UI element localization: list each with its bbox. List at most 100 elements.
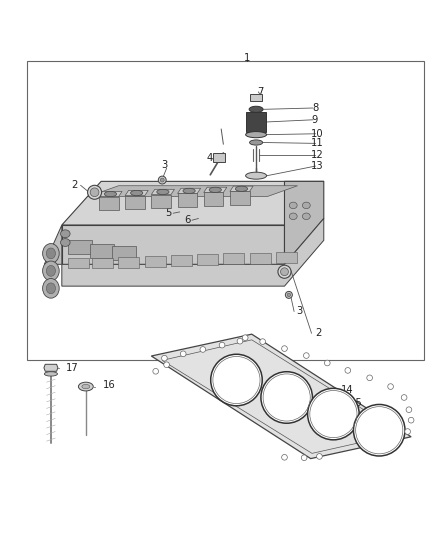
Ellipse shape (164, 362, 170, 368)
Polygon shape (62, 219, 324, 286)
Text: 8: 8 (312, 103, 318, 113)
Ellipse shape (78, 382, 93, 391)
Ellipse shape (90, 188, 99, 197)
Polygon shape (285, 181, 324, 264)
Ellipse shape (304, 353, 309, 358)
Ellipse shape (219, 342, 225, 348)
Ellipse shape (162, 356, 167, 361)
Polygon shape (151, 334, 411, 458)
Polygon shape (125, 190, 148, 196)
Text: 12: 12 (311, 150, 324, 160)
Ellipse shape (183, 188, 195, 193)
Ellipse shape (46, 265, 56, 276)
Polygon shape (151, 195, 171, 208)
Ellipse shape (401, 394, 407, 400)
Ellipse shape (235, 186, 247, 191)
Bar (197, 254, 218, 265)
Ellipse shape (42, 244, 59, 263)
Text: 2: 2 (71, 180, 77, 190)
Ellipse shape (82, 384, 90, 389)
Bar (68, 240, 92, 254)
Polygon shape (151, 189, 174, 195)
Text: 7: 7 (257, 87, 264, 97)
Ellipse shape (60, 230, 70, 238)
FancyBboxPatch shape (246, 112, 266, 133)
Ellipse shape (301, 455, 307, 461)
Bar (276, 252, 297, 263)
Bar (250, 253, 271, 264)
Ellipse shape (353, 405, 405, 456)
Polygon shape (230, 191, 250, 205)
Text: 16: 16 (103, 380, 116, 390)
Polygon shape (99, 191, 122, 197)
Ellipse shape (237, 338, 243, 344)
FancyBboxPatch shape (250, 94, 262, 101)
Text: 3: 3 (161, 160, 167, 170)
Bar (223, 253, 244, 264)
Ellipse shape (42, 261, 59, 281)
Polygon shape (62, 225, 285, 264)
Ellipse shape (281, 268, 288, 276)
Polygon shape (204, 192, 223, 206)
Ellipse shape (302, 213, 310, 220)
Ellipse shape (209, 187, 221, 192)
Text: 10: 10 (311, 129, 324, 139)
Ellipse shape (405, 429, 410, 434)
Ellipse shape (104, 191, 117, 197)
Polygon shape (230, 186, 253, 191)
Bar (27, 61, 424, 360)
Text: 11: 11 (311, 139, 324, 148)
Ellipse shape (211, 354, 262, 406)
Ellipse shape (42, 279, 59, 298)
Ellipse shape (408, 417, 414, 423)
Polygon shape (125, 196, 145, 209)
Polygon shape (204, 187, 227, 192)
Ellipse shape (44, 372, 57, 376)
Bar (112, 246, 136, 261)
Polygon shape (177, 193, 197, 207)
Ellipse shape (307, 389, 359, 440)
Ellipse shape (131, 190, 143, 196)
Ellipse shape (249, 106, 263, 112)
Ellipse shape (246, 132, 267, 138)
Ellipse shape (406, 407, 412, 413)
Text: 2: 2 (315, 328, 322, 338)
Bar (171, 255, 192, 266)
Ellipse shape (46, 283, 56, 294)
Text: 4: 4 (206, 153, 212, 163)
Ellipse shape (289, 202, 297, 208)
Ellipse shape (246, 172, 267, 179)
Polygon shape (177, 188, 201, 193)
Ellipse shape (260, 339, 265, 344)
Bar (68, 257, 89, 269)
Ellipse shape (325, 360, 330, 366)
Text: 1: 1 (244, 53, 251, 63)
Ellipse shape (287, 293, 290, 297)
Text: 6: 6 (184, 215, 191, 225)
Bar (92, 257, 113, 269)
Ellipse shape (200, 346, 206, 352)
Ellipse shape (278, 265, 291, 278)
Ellipse shape (367, 375, 372, 381)
Polygon shape (88, 185, 297, 197)
Ellipse shape (289, 213, 297, 220)
Polygon shape (44, 364, 58, 372)
Text: 9: 9 (312, 115, 318, 125)
Polygon shape (44, 225, 62, 264)
Ellipse shape (388, 384, 393, 390)
Ellipse shape (160, 178, 164, 182)
Ellipse shape (282, 455, 287, 460)
Ellipse shape (282, 346, 287, 351)
Text: 13: 13 (311, 161, 324, 171)
Ellipse shape (317, 454, 322, 459)
Ellipse shape (242, 335, 248, 341)
Ellipse shape (88, 185, 102, 199)
Bar (118, 257, 139, 268)
Text: 15: 15 (350, 398, 363, 408)
Ellipse shape (46, 248, 56, 259)
Bar (145, 256, 166, 266)
Ellipse shape (261, 372, 312, 423)
Ellipse shape (153, 368, 159, 374)
Ellipse shape (158, 176, 166, 184)
Polygon shape (62, 181, 324, 225)
